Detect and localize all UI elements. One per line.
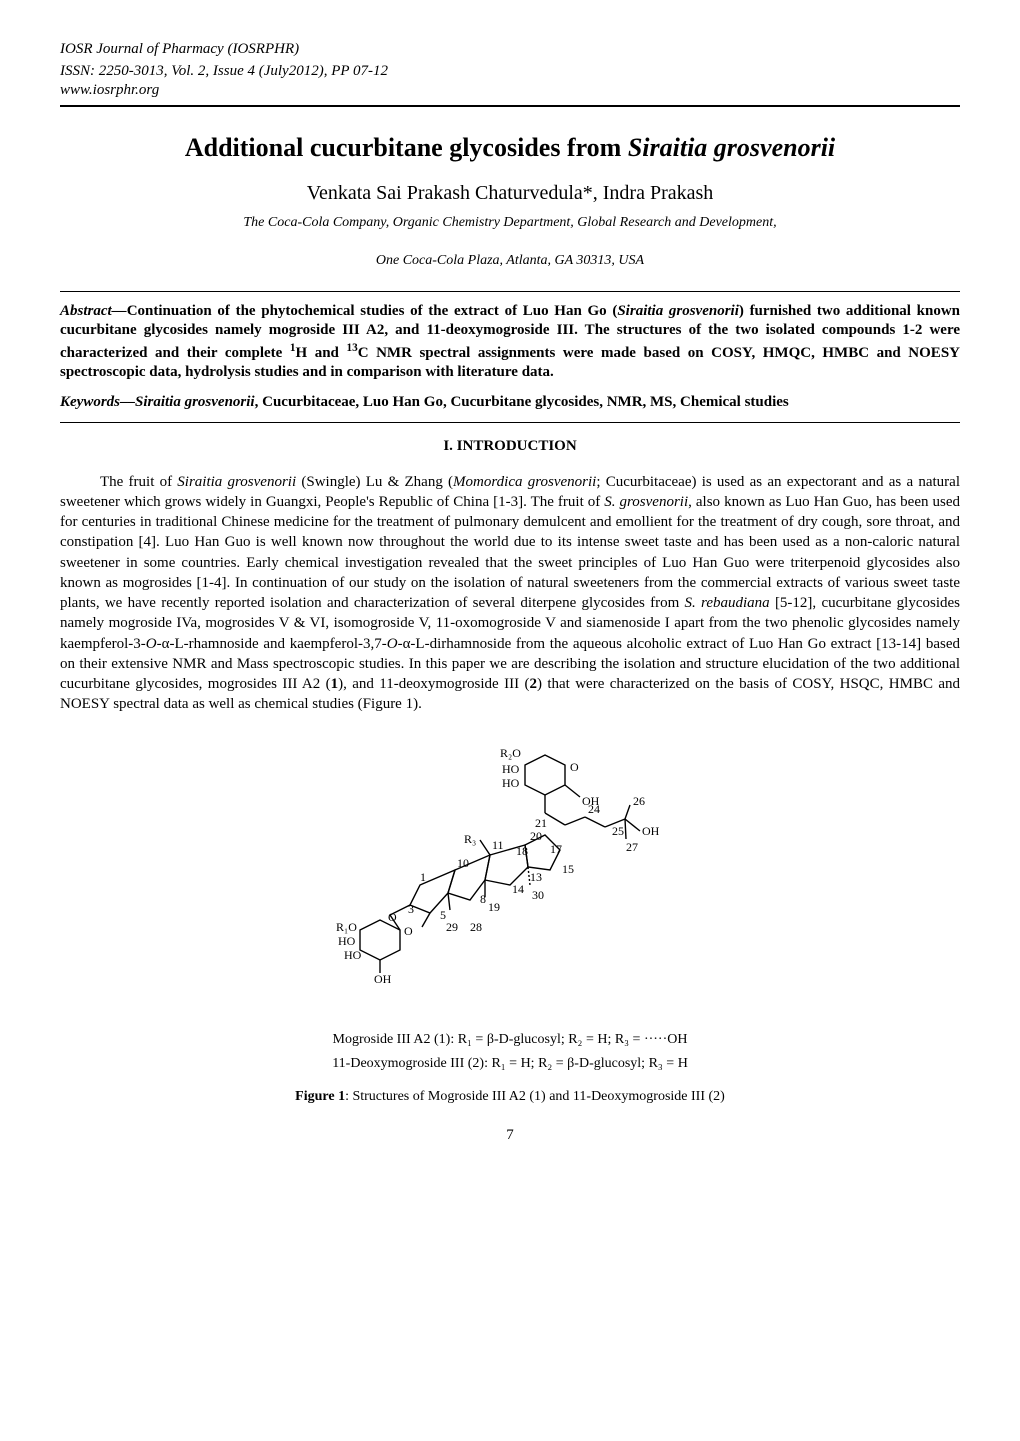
svg-text:8: 8 [480,892,486,906]
abstract-t1: Continuation of the phytochemical studie… [127,303,618,319]
abstract: Abstract––Continuation of the phytochemi… [60,302,960,383]
intro-i3: S. grosvenorii [604,494,688,510]
header-rule [60,105,960,107]
keywords-italic: Siraitia grosvenorii [135,394,255,410]
figure-1-caption: Figure 1: Structures of Mogroside III A2… [60,1088,960,1106]
svg-text:O: O [404,924,413,938]
intro-b1: 1 [331,676,339,692]
abstract-t3: H and [296,345,347,361]
svg-text:17: 17 [550,842,562,856]
intro-paragraph: The fruit of Siraitia grosvenorii (Swing… [60,472,960,715]
journal-name: IOSR Journal of Pharmacy (IOSRPHR) [60,40,960,60]
keywords: Keywords––Siraitia grosvenorii, Cucurbit… [60,393,960,413]
svg-text:15: 15 [562,862,574,876]
abstract-i1: Siraitia grosvenorii [617,303,739,319]
svg-text:18: 18 [516,844,528,858]
svg-text:25: 25 [612,824,624,838]
intro-i2: Momordica grosvenorii [453,474,596,490]
affiliation-line1: The Coca-Cola Company, Organic Chemistry… [60,214,960,232]
journal-header: IOSR Journal of Pharmacy (IOSRPHR) ISSN:… [60,40,960,101]
svg-text:30: 30 [532,888,544,902]
figure-compound1-line: Mogroside III A2 (1): R₁ = β-D-glucosyl;… [60,1031,960,1049]
intro-b2: 2 [529,676,537,692]
figure-label: Figure 1 [295,1089,345,1104]
intro-h: ), and 11-deoxymogroside III ( [338,676,529,692]
title-plain: Additional cucurbitane glycosides from [185,133,628,162]
authors: Venkata Sai Prakash Chaturvedula*, Indra… [60,180,960,206]
intro-i6: O [387,636,398,652]
abstract-bottom-rule [60,422,960,423]
svg-text:R₃: R₃ [464,832,476,846]
svg-text:R₁O: R₁O [336,920,357,934]
svg-text:OH: OH [374,972,392,986]
svg-text:28: 28 [470,920,482,934]
chemical-structure-svg: R₂O HO HO O OH 21 24 26 25 OH 27 20 17 1… [330,735,690,1015]
intro-i4: S. rebaudiana [685,595,770,611]
svg-text:24: 24 [588,802,600,816]
affiliation-line2: One Coca-Cola Plaza, Atlanta, GA 30313, … [60,252,960,270]
paper-title: Additional cucurbitane glycosides from S… [60,131,960,165]
svg-text:HO: HO [502,776,520,790]
abstract-top-rule [60,291,960,292]
svg-text:21: 21 [535,816,547,830]
svg-text:O: O [570,760,579,774]
svg-text:HO: HO [338,934,356,948]
intro-i1: Siraitia grosvenorii [177,474,296,490]
abstract-label: Abstract–– [60,303,127,319]
section-1-heading: I. INTRODUCTION [60,437,960,457]
figure-1: R₂O HO HO O OH 21 24 26 25 OH 27 20 17 1… [60,735,960,1022]
page-number: 7 [60,1126,960,1146]
svg-text:20: 20 [530,829,542,843]
journal-issn: ISSN: 2250-3013, Vol. 2, Issue 4 (July20… [60,62,960,82]
figure-caption-rest: : Structures of Mogroside III A2 (1) and… [345,1089,725,1104]
intro-b: (Swingle) Lu & Zhang ( [296,474,453,490]
svg-text:14: 14 [512,882,524,896]
abstract-sup2: 13 [346,342,357,354]
svg-text:10: 10 [457,856,469,870]
svg-text:HO: HO [502,762,520,776]
figure-compound2-line: 11-Deoxymogroside III (2): R₁ = H; R₂ = … [60,1055,960,1073]
svg-text:3: 3 [408,902,414,916]
svg-text:1: 1 [420,870,426,884]
svg-text:26: 26 [633,794,645,808]
title-species: Siraitia grosvenorii [628,133,835,162]
intro-f: -α-L-rhamnoside and kaempferol-3,7- [157,636,387,652]
svg-text:OH: OH [642,824,660,838]
svg-text:27: 27 [626,840,638,854]
svg-text:29: 29 [446,920,458,934]
svg-text:19: 19 [488,900,500,914]
svg-text:R₂O: R₂O [500,746,521,760]
intro-d: , also known as Luo Han Guo, has been us… [60,494,960,611]
intro-a: The fruit of [100,474,177,490]
intro-i5: O [146,636,157,652]
keywords-label: Keywords–– [60,394,135,410]
svg-text:11: 11 [492,838,504,852]
svg-text:HO: HO [344,948,362,962]
keywords-rest: , Cucurbitaceae, Luo Han Go, Cucurbitane… [255,394,789,410]
svg-text:13: 13 [530,870,542,884]
journal-website: www.iosrphr.org [60,81,960,101]
svg-text:O: O [388,910,397,924]
